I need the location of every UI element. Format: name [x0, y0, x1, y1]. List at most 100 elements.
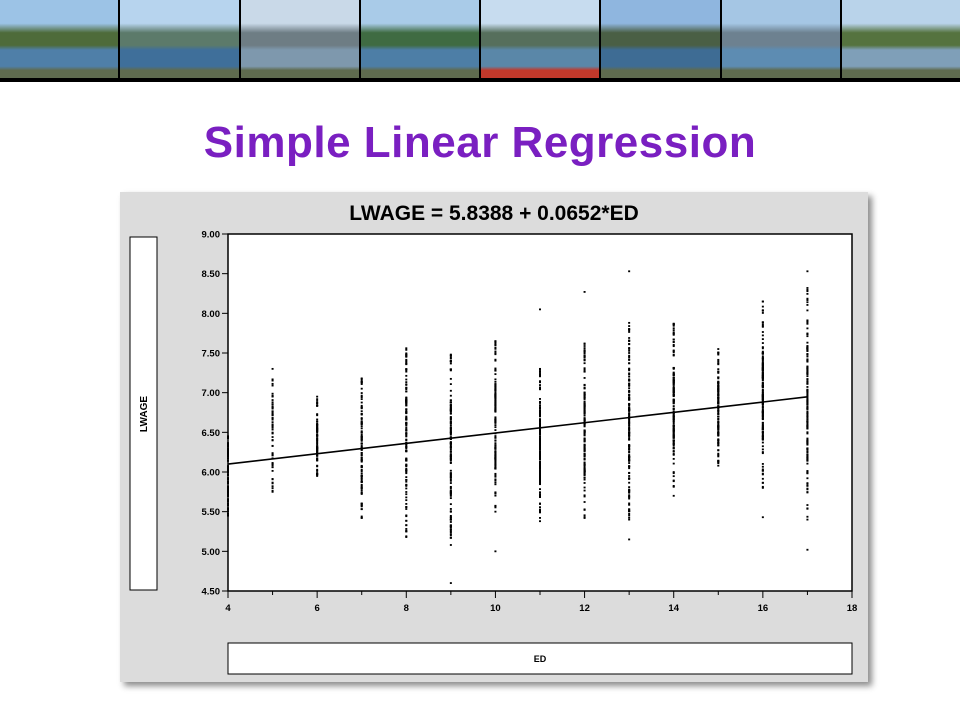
data-point	[271, 464, 274, 467]
data-point	[494, 419, 497, 421]
data-point	[717, 425, 720, 428]
data-point	[761, 300, 764, 303]
data-point	[271, 379, 274, 382]
data-point	[806, 491, 809, 493]
data-point	[583, 400, 586, 403]
data-point	[494, 491, 497, 494]
data-point	[539, 430, 541, 433]
data-point	[449, 369, 452, 372]
data-point	[806, 401, 809, 404]
data-point	[672, 378, 675, 381]
data-point	[227, 449, 229, 451]
data-point	[405, 427, 408, 429]
data-point	[227, 488, 229, 491]
data-point	[717, 351, 720, 354]
data-point	[761, 365, 764, 367]
data-point	[405, 446, 408, 449]
data-point	[717, 405, 720, 407]
y-tick-label: 5.50	[202, 507, 221, 518]
data-point	[227, 480, 229, 483]
data-point	[672, 374, 675, 377]
data-point	[628, 348, 631, 350]
data-point	[672, 480, 675, 483]
data-point	[271, 462, 274, 464]
data-point	[717, 348, 720, 350]
data-point	[628, 431, 631, 434]
data-point	[494, 391, 497, 394]
data-point	[672, 415, 675, 418]
data-point	[494, 479, 497, 482]
data-point	[672, 354, 675, 357]
data-point	[405, 536, 408, 538]
data-point	[806, 470, 809, 473]
data-point	[271, 466, 274, 468]
data-point	[271, 452, 274, 455]
data-point	[227, 452, 229, 455]
data-point	[360, 468, 363, 471]
data-point	[761, 346, 764, 349]
data-point	[583, 397, 586, 399]
data-point	[494, 350, 497, 353]
data-point	[539, 455, 541, 458]
data-point	[628, 414, 631, 416]
data-point	[806, 482, 809, 485]
data-point	[494, 380, 497, 383]
data-point	[806, 427, 809, 430]
data-point	[316, 431, 319, 434]
data-point	[405, 458, 408, 461]
data-point	[405, 519, 408, 522]
data-point	[449, 353, 452, 356]
data-point	[405, 435, 408, 438]
data-point	[583, 345, 586, 347]
data-point	[806, 423, 809, 426]
data-point	[449, 482, 452, 484]
data-point	[672, 424, 675, 427]
data-point	[405, 499, 408, 502]
data-point	[405, 421, 408, 424]
data-point	[672, 450, 675, 453]
data-point	[494, 447, 497, 450]
data-point	[717, 452, 720, 455]
data-point	[539, 370, 541, 372]
data-point	[494, 422, 497, 424]
data-point	[271, 444, 274, 447]
data-point	[761, 347, 764, 350]
data-point	[806, 477, 809, 480]
data-point	[449, 521, 452, 523]
x-tick-label: 8	[404, 603, 409, 614]
data-point	[316, 413, 319, 416]
data-point	[672, 429, 675, 432]
data-point	[494, 478, 497, 481]
data-point	[449, 462, 452, 464]
data-point	[628, 486, 631, 489]
data-point	[405, 358, 408, 361]
data-point	[405, 396, 408, 399]
data-point	[717, 423, 720, 426]
data-point	[227, 486, 229, 489]
data-point	[583, 352, 586, 355]
data-point	[227, 467, 229, 470]
data-point	[227, 489, 229, 492]
data-point	[360, 439, 363, 442]
data-point	[449, 536, 452, 539]
data-point	[271, 384, 274, 387]
data-point	[271, 478, 274, 480]
data-point	[628, 387, 631, 390]
data-point	[806, 425, 809, 427]
data-point	[761, 309, 764, 312]
data-point	[761, 391, 764, 394]
data-point	[360, 458, 363, 461]
data-point	[405, 408, 408, 411]
data-point	[583, 350, 586, 352]
data-point	[539, 444, 541, 447]
data-point	[360, 459, 363, 462]
data-point	[539, 517, 541, 519]
data-point	[628, 382, 631, 385]
data-point	[405, 470, 408, 473]
data-point	[449, 428, 452, 431]
data-point	[316, 438, 319, 441]
data-point	[628, 375, 631, 378]
data-point	[360, 493, 363, 495]
data-point	[360, 418, 363, 420]
data-point	[271, 421, 274, 424]
